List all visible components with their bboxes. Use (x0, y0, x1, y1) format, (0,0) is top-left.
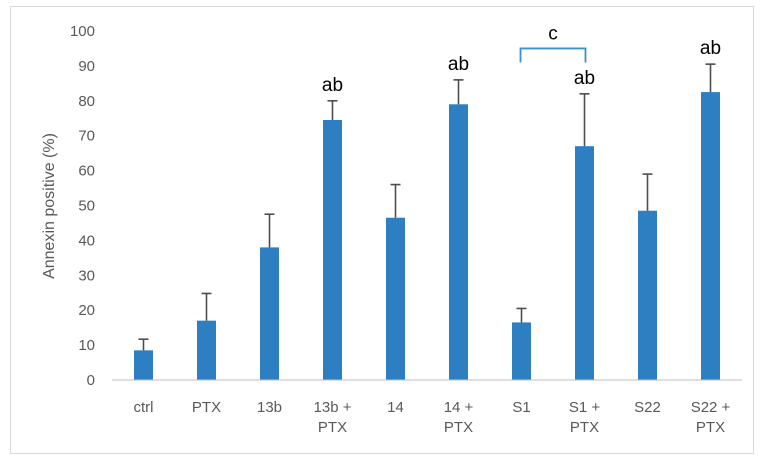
bar (701, 92, 720, 380)
y-tick-label: 70 (78, 128, 95, 145)
x-tick-label: 13b + PTX (314, 399, 352, 436)
bracket-line (519, 47, 587, 63)
bar (260, 247, 279, 380)
x-tick-label: S1 (512, 399, 530, 416)
x-tick-label: S22 (634, 399, 661, 416)
bar (386, 217, 405, 380)
y-axis-label: Annexin positive (%) (41, 133, 58, 279)
y-tick-label: 50 (78, 198, 95, 215)
bar (638, 210, 657, 380)
y-tick-label: 20 (78, 302, 95, 319)
x-tick-label: ctrl (134, 399, 154, 416)
x-tick-label: S1 + PTX (569, 399, 601, 436)
y-tick-label: 60 (78, 163, 95, 180)
bar (197, 320, 216, 380)
x-tick-label: 14 (387, 399, 404, 416)
y-tick-label: 80 (78, 93, 95, 110)
significance-label: ab (322, 75, 343, 96)
bar (449, 104, 468, 380)
significance-label: ab (574, 68, 595, 89)
y-tick-label: 0 (87, 372, 95, 389)
y-tick-label: 40 (78, 232, 95, 249)
bar (575, 146, 594, 380)
significance-label: ab (448, 54, 469, 75)
y-tick-label: 30 (78, 267, 95, 284)
bar (512, 322, 531, 380)
x-tick-label: PTX (192, 399, 221, 416)
y-tick-label: 10 (78, 337, 95, 354)
bar (134, 350, 153, 380)
x-tick-label: S22 + PTX (691, 399, 731, 436)
y-tick-label: 90 (78, 58, 95, 75)
y-tick-label: 100 (70, 23, 95, 40)
significance-label: ab (700, 38, 721, 59)
x-tick-label: 14 + PTX (444, 399, 474, 436)
bar (323, 119, 342, 381)
x-tick-label: 13b (257, 399, 282, 416)
bracket-label: c (548, 23, 558, 44)
